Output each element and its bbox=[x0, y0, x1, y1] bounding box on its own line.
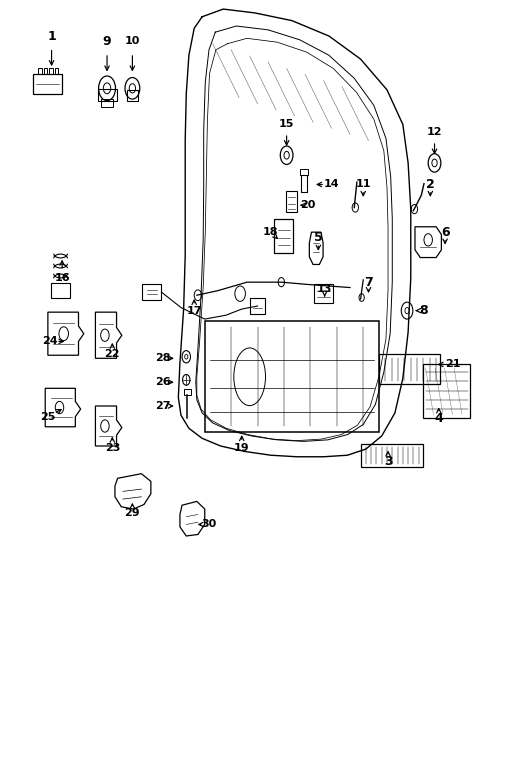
Text: 30: 30 bbox=[201, 520, 216, 530]
Bar bbox=[98, 89, 116, 101]
Text: 5: 5 bbox=[314, 231, 323, 244]
Text: 28: 28 bbox=[155, 354, 170, 364]
Bar bbox=[51, 283, 70, 298]
Bar bbox=[205, 320, 379, 432]
Text: 7: 7 bbox=[364, 276, 373, 289]
Bar bbox=[300, 169, 309, 175]
Bar bbox=[142, 284, 161, 300]
Text: 2: 2 bbox=[426, 178, 435, 191]
Text: 11: 11 bbox=[355, 179, 371, 189]
Text: 8: 8 bbox=[419, 304, 429, 317]
Text: 23: 23 bbox=[105, 442, 120, 452]
Bar bbox=[38, 67, 41, 74]
Bar bbox=[379, 354, 440, 384]
Text: 10: 10 bbox=[125, 36, 140, 46]
Text: 29: 29 bbox=[125, 508, 140, 518]
Bar bbox=[49, 67, 53, 74]
Text: 25: 25 bbox=[40, 411, 56, 422]
Bar bbox=[286, 191, 297, 212]
Text: 1: 1 bbox=[47, 29, 56, 42]
Bar bbox=[184, 389, 191, 395]
Bar bbox=[55, 67, 58, 74]
Text: 12: 12 bbox=[427, 127, 442, 137]
Text: 26: 26 bbox=[155, 378, 170, 387]
Text: 16: 16 bbox=[54, 273, 70, 283]
Bar bbox=[101, 99, 114, 107]
Text: 27: 27 bbox=[155, 401, 170, 411]
Text: 14: 14 bbox=[324, 179, 339, 189]
Bar bbox=[44, 67, 47, 74]
Text: 18: 18 bbox=[263, 227, 279, 237]
Text: 21: 21 bbox=[446, 360, 461, 370]
Text: 6: 6 bbox=[441, 225, 449, 239]
Text: 24: 24 bbox=[42, 337, 58, 347]
Bar bbox=[127, 90, 138, 100]
Text: 22: 22 bbox=[105, 349, 120, 359]
Text: 3: 3 bbox=[384, 455, 392, 468]
Text: 20: 20 bbox=[300, 200, 315, 210]
Text: 13: 13 bbox=[317, 284, 332, 294]
Bar bbox=[423, 364, 470, 418]
Text: 17: 17 bbox=[186, 306, 202, 316]
Text: 15: 15 bbox=[279, 120, 294, 130]
Bar bbox=[302, 175, 307, 192]
Bar bbox=[250, 298, 266, 313]
Bar bbox=[361, 444, 423, 467]
Text: 4: 4 bbox=[434, 411, 443, 425]
Text: 19: 19 bbox=[234, 442, 250, 452]
Text: 9: 9 bbox=[102, 35, 112, 48]
Bar bbox=[314, 284, 333, 303]
Bar bbox=[33, 74, 62, 93]
Bar bbox=[275, 219, 294, 253]
